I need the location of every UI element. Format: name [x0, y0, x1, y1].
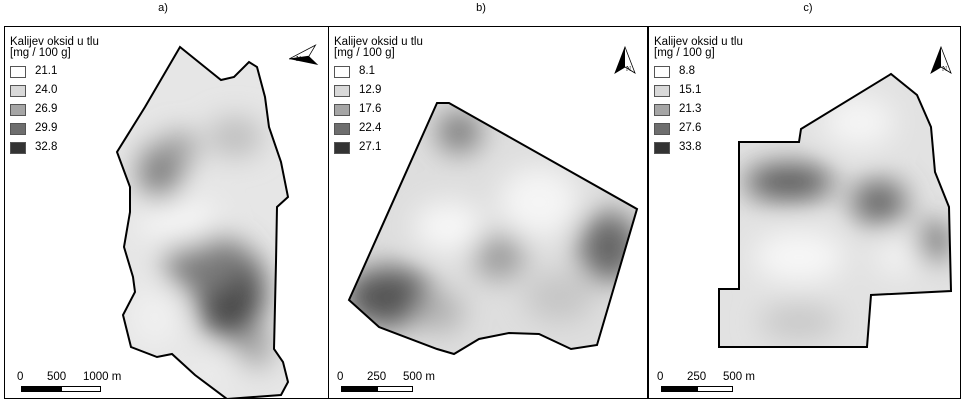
map-a-interpolation: [115, 45, 290, 398]
legend-value: 12.9: [359, 84, 382, 96]
legend-item: 27.6: [654, 119, 743, 138]
north-arrow-icon: N: [930, 45, 952, 74]
legend-swatch: [654, 103, 670, 116]
legend-value: 21.3: [679, 103, 702, 115]
legend-item: 33.8: [654, 138, 743, 157]
legend-value: 33.8: [679, 141, 702, 153]
legend-value: 26.9: [35, 103, 58, 115]
legend-value: 32.8: [35, 141, 58, 153]
panel-b-title: b): [476, 2, 486, 14]
scale-label: 250: [687, 371, 707, 383]
scale-bar-a: 0 500 1000 m: [13, 371, 123, 392]
north-arrow-icon: N: [614, 45, 636, 74]
legend-c: Kalijev oksid u tlu [mg / 100 g] 8.8 15.1…: [654, 36, 743, 157]
legend-value: 27.1: [359, 141, 382, 153]
legend-item: 15.1: [654, 81, 743, 100]
legend-value: 15.1: [679, 84, 702, 96]
scale-label: 0: [657, 371, 664, 383]
legend-title: Kalijev oksid u tlu: [10, 36, 99, 48]
map-panel-c: Kalijev oksid u tlu [mg / 100 g] 8.8 15.1…: [648, 26, 961, 399]
legend-title: Kalijev oksid u tlu: [654, 36, 743, 48]
legend-swatch: [654, 141, 670, 154]
legend-swatch: [654, 84, 670, 97]
legend-swatch: [334, 65, 350, 78]
legend-swatch: [654, 65, 670, 78]
legend-value: 27.6: [679, 122, 702, 134]
scale-label: 1000 m: [83, 371, 122, 383]
legend-swatch: [10, 103, 26, 116]
north-letter: N: [296, 55, 301, 63]
north-letter: N: [942, 65, 947, 73]
legend-b: Kalijev oksid u tlu [mg / 100 g] 8.1 12.9…: [334, 36, 423, 157]
scale-bar-c: 0 250 500 m: [657, 371, 767, 392]
legend-value: 8.1: [359, 65, 375, 77]
legend-item: 12.9: [334, 81, 423, 100]
scale-label: 500 m: [403, 371, 435, 383]
scale-label: 250: [367, 371, 387, 383]
legend-item: 27.1: [334, 138, 423, 157]
legend-item: 32.8: [10, 138, 99, 157]
scale-label: 500: [47, 371, 67, 383]
north-letter: N: [626, 65, 631, 73]
legend-unit: [mg / 100 g]: [334, 47, 395, 59]
legend-unit: [mg / 100 g]: [654, 47, 715, 59]
legend-item: 26.9: [10, 100, 99, 119]
legend-a: Kalijev oksid u tlu [mg / 100 g] 21.1 24.…: [10, 36, 99, 157]
legend-item: 21.1: [10, 62, 99, 81]
legend-item: 8.1: [334, 62, 423, 81]
legend-item: 24.0: [10, 81, 99, 100]
legend-value: 17.6: [359, 103, 382, 115]
north-arrow-icon: N: [288, 44, 319, 65]
map-panel-a: Kalijev oksid u tlu [mg / 100 g] 21.1 24.…: [4, 26, 329, 399]
map-b-interpolation: [347, 102, 639, 356]
legend-value: 29.9: [35, 122, 58, 134]
legend-value: 24.0: [35, 84, 58, 96]
panel-a-title: a): [158, 2, 168, 14]
legend-title: Kalijev oksid u tlu: [334, 36, 423, 48]
scale-bar-b: 0 250 500 m: [337, 371, 447, 392]
panel-c-title: c): [803, 2, 813, 14]
legend-item: 17.6: [334, 100, 423, 119]
legend-swatch: [10, 141, 26, 154]
legend-value: 22.4: [359, 122, 382, 134]
legend-value: 8.8: [679, 65, 695, 77]
legend-item: 22.4: [334, 119, 423, 138]
map-panel-b: Kalijev oksid u tlu [mg / 100 g] 8.1 12.9…: [328, 26, 648, 399]
scale-label: 500 m: [723, 371, 755, 383]
legend-swatch: [334, 141, 350, 154]
scale-label: 0: [17, 371, 24, 383]
legend-swatch: [334, 103, 350, 116]
legend-swatch: [334, 122, 350, 135]
legend-swatch: [10, 122, 26, 135]
legend-value: 21.1: [35, 65, 58, 77]
legend-item: 8.8: [654, 62, 743, 81]
map-c-interpolation: [718, 72, 953, 348]
legend-item: 29.9: [10, 119, 99, 138]
legend-swatch: [10, 65, 26, 78]
legend-unit: [mg / 100 g]: [10, 47, 71, 59]
legend-swatch: [654, 122, 670, 135]
legend-swatch: [334, 84, 350, 97]
legend-swatch: [10, 84, 26, 97]
legend-item: 21.3: [654, 100, 743, 119]
scale-label: 0: [337, 371, 344, 383]
